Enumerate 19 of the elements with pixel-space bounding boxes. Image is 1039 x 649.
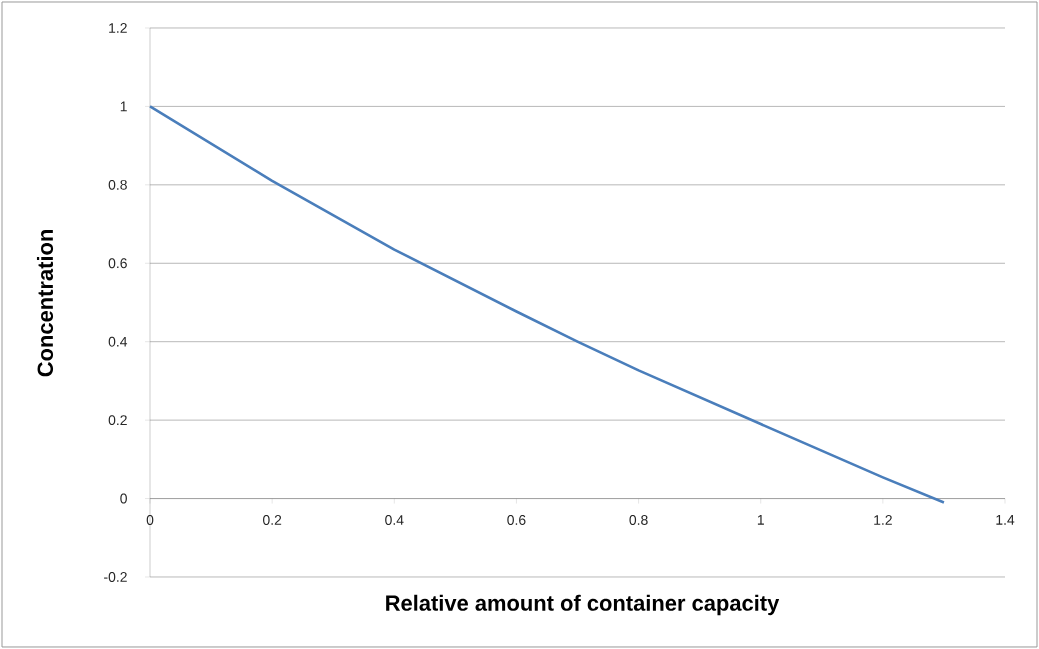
x-tick-label: 1.2	[874, 515, 892, 525]
y-tick-label: 1.2	[109, 23, 127, 33]
x-tick-label: 1.4	[996, 515, 1015, 525]
y-tick-label: 0.6	[108, 258, 127, 269]
x-axis-title: Relative amount of container capacity	[386, 594, 780, 616]
line-series	[148, 105, 946, 504]
y-tick-label: 0.4	[108, 336, 128, 347]
y-tick-label: 0.2	[108, 415, 127, 426]
y-axis-title: Concentration	[36, 230, 54, 377]
y-tick-label: 1	[120, 101, 127, 112]
y-tick-label: -0.2	[104, 572, 127, 582]
y-tick-label: 0	[120, 493, 127, 504]
x-tick-label: 0.6	[507, 515, 526, 525]
y-tick-label: 0.8	[108, 179, 127, 190]
x-tick-label: 1	[757, 515, 764, 525]
x-tick-label: 0	[146, 515, 154, 525]
x-tick-label: 0.8	[629, 515, 648, 525]
x-tick-label: 0.4	[385, 515, 404, 525]
x-tick-label: 0.2	[263, 515, 282, 525]
